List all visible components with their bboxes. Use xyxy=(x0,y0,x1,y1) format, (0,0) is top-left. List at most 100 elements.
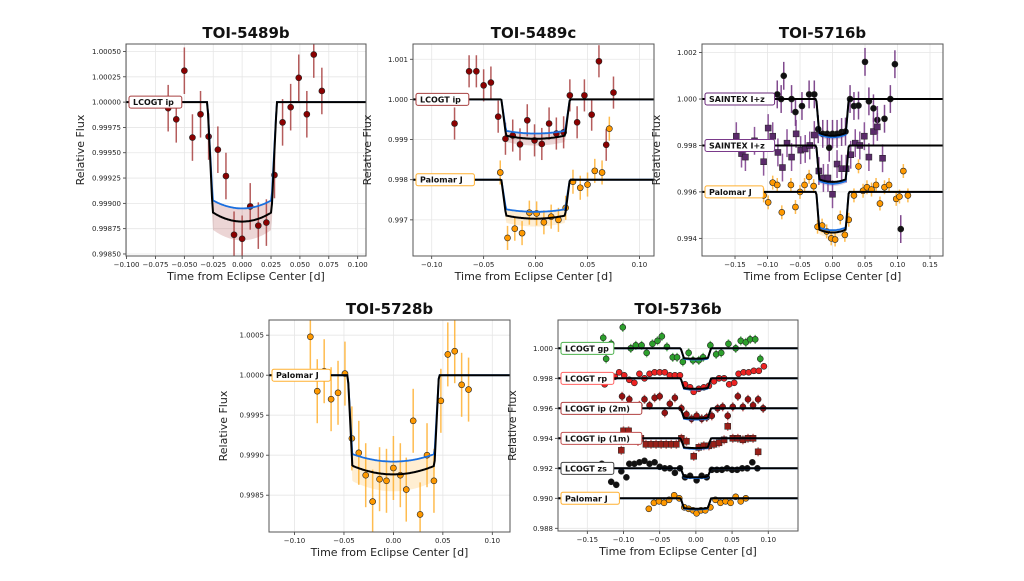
data-point xyxy=(792,108,799,116)
y-tick-label: 1.0000 xyxy=(240,372,265,380)
data-point xyxy=(451,120,458,127)
dataset-label-box xyxy=(560,341,615,355)
dataset-label: Palomar J xyxy=(276,371,319,380)
y-axis-label: Relative Flux xyxy=(217,390,230,461)
x-tick-label: 0.05 xyxy=(724,536,740,544)
dataset-label-box xyxy=(415,173,475,187)
dataset-label: Palomar J xyxy=(709,188,752,197)
y-tick-label: 0.998 xyxy=(533,375,553,383)
dataset-label: LCOGT ip (1m) xyxy=(565,434,630,443)
panel-toi-5716b: −0.15 −0.10 −0.05 0.00 0.05 0.10 0.15 0.994 0.99… xyxy=(650,24,944,283)
y-tick-label: 0.99925 xyxy=(92,175,121,183)
dataset-label-box xyxy=(704,138,776,152)
y-axis-label: Relative Flux xyxy=(506,390,519,461)
dataset-lcogt-ip xyxy=(413,45,654,161)
data-point xyxy=(641,396,648,403)
data-point xyxy=(444,351,452,358)
panel-title: TOI-5736b xyxy=(634,300,722,318)
data-point xyxy=(744,396,752,403)
data-point xyxy=(872,181,880,189)
data-point xyxy=(904,192,912,199)
data-point xyxy=(607,478,615,486)
dataset-label-box xyxy=(560,461,615,475)
data-point xyxy=(811,131,818,139)
data-point xyxy=(595,57,603,65)
x-tick-label: 0.100 xyxy=(348,261,368,269)
data-point xyxy=(238,235,246,243)
x-tick-label: 0.05 xyxy=(580,261,596,269)
y-axis-label: Relative Flux xyxy=(361,114,374,185)
data-point xyxy=(383,477,390,485)
data-point xyxy=(189,134,196,141)
data-point xyxy=(599,334,607,342)
x-tick-label: −0.05 xyxy=(333,537,354,545)
data-point xyxy=(222,172,230,180)
y-tick-label: 0.998 xyxy=(388,176,408,184)
dataset-label: LCOGT rp xyxy=(565,374,607,383)
data-point xyxy=(473,68,480,75)
best-fit-model-curve xyxy=(269,374,510,476)
dataset-palomar-j xyxy=(269,320,510,532)
data-point xyxy=(879,154,886,162)
x-tick-label: 0.075 xyxy=(319,261,339,269)
y-tick-label: 0.988 xyxy=(533,525,553,533)
data-point xyxy=(214,146,222,153)
y-tick-label: 0.99850 xyxy=(92,250,121,258)
dataset-label: LCOGT gp xyxy=(565,344,609,353)
x-tick-label: −0.05 xyxy=(473,261,494,269)
dataset-label-box xyxy=(560,401,643,415)
data-point xyxy=(897,225,905,233)
x-tick-label: −0.100 xyxy=(114,261,140,269)
data-point xyxy=(870,105,877,112)
data-point xyxy=(303,110,311,118)
data-point xyxy=(798,102,806,110)
data-point xyxy=(792,130,800,138)
panel-title: TOI-5728b xyxy=(346,300,434,318)
data-point xyxy=(606,125,613,133)
data-point xyxy=(661,369,669,376)
data-point xyxy=(645,505,653,513)
data-point xyxy=(666,400,674,408)
data-point xyxy=(780,72,788,80)
dataset-label: LCOGT ip xyxy=(133,98,174,107)
x-tick-label: 0.00 xyxy=(688,536,704,544)
data-point xyxy=(751,336,759,343)
dataset-label: SAINTEX I+z xyxy=(709,95,765,104)
y-tick-label: 1.000 xyxy=(533,345,553,353)
x-tick-label: 0.10 xyxy=(890,261,906,269)
data-point xyxy=(829,190,836,198)
data-point xyxy=(390,464,397,472)
data-point xyxy=(369,498,376,505)
dataset-label: Palomar J xyxy=(565,494,608,503)
data-point xyxy=(755,367,763,375)
data-point xyxy=(409,417,417,425)
x-tick-label: −0.05 xyxy=(789,261,810,269)
y-tick-label: 0.994 xyxy=(533,435,554,443)
axes-frame xyxy=(557,319,799,532)
panel-toi-5489b: −0.100 −0.075 −0.050 −0.025 0.000 0.025 0.050 0… xyxy=(74,24,368,283)
data-point xyxy=(754,448,762,456)
data-point xyxy=(660,499,668,507)
data-point xyxy=(773,181,781,189)
x-tick-label: −0.05 xyxy=(649,536,670,544)
data-point xyxy=(496,169,504,176)
data-point xyxy=(876,200,884,207)
data-point xyxy=(287,103,294,111)
data-point xyxy=(717,349,725,357)
data-point xyxy=(545,120,553,127)
y-tick-label: 0.99900 xyxy=(92,200,121,208)
dataset-lcogt-ip xyxy=(126,44,366,256)
data-point xyxy=(837,214,844,221)
panel-title: TOI-5489b xyxy=(202,24,290,42)
data-point xyxy=(855,163,862,170)
y-tick-label: 0.990 xyxy=(533,495,553,503)
dataset-label: LCOGT ip (2m) xyxy=(565,404,630,413)
data-point xyxy=(591,167,599,175)
model-uncertainty-band xyxy=(413,179,654,227)
x-tick-label: 0.00 xyxy=(386,537,402,545)
data-point xyxy=(623,474,630,481)
data-point xyxy=(602,141,610,149)
y-tick-label: 0.99875 xyxy=(92,225,121,233)
data-point xyxy=(310,51,318,58)
